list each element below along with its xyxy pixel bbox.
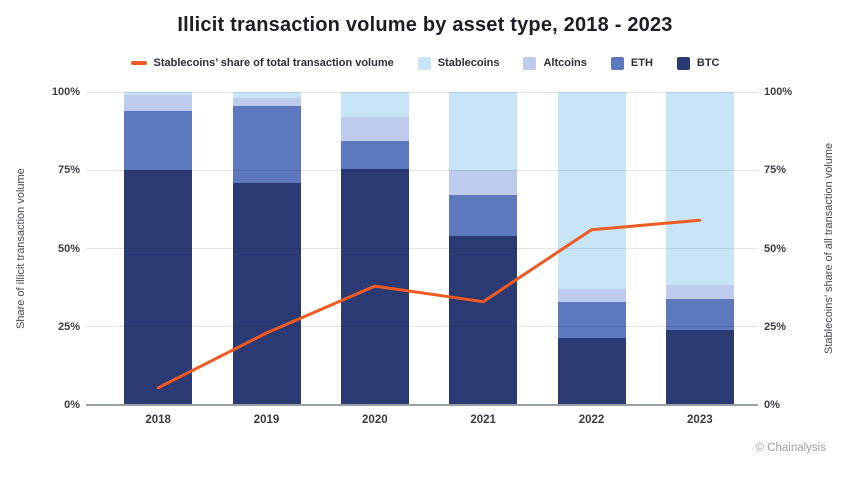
bar-segment-btc-2018	[124, 170, 193, 405]
legend-label: ETH	[630, 57, 653, 69]
y-tick-right-75%: 75%	[764, 164, 787, 177]
eth-swatch-icon	[610, 56, 624, 70]
stablecoins-swatch-icon	[417, 56, 431, 70]
copyright-credit: © Chainalysis	[755, 442, 826, 454]
x-label-2021: 2021	[470, 414, 496, 426]
x-axis-baseline	[86, 404, 758, 406]
bar-segment-eth-2018	[124, 110, 193, 171]
bar-2023	[665, 92, 734, 405]
x-label-2019: 2019	[253, 414, 280, 426]
stablecoins-share-trend-line	[156, 218, 702, 390]
bar-2021	[449, 92, 518, 405]
bar-segment-stablecoins-2021	[449, 92, 518, 171]
gridline-75%	[86, 169, 758, 171]
x-label-2023: 2023	[687, 414, 713, 426]
bar-segment-btc-2021	[449, 235, 518, 405]
x-label-2020: 2020	[362, 414, 388, 426]
chart-canvas: Share of illicit transaction volume Stab…	[0, 86, 850, 430]
bar-segment-btc-2019	[232, 182, 301, 405]
x-label-2018: 2018	[145, 414, 171, 426]
bar-segment-altcoins-2019	[232, 98, 301, 107]
bar-segment-eth-2021	[449, 195, 518, 236]
bar-segment-altcoins-2022	[557, 289, 626, 302]
bar-segment-altcoins-2020	[340, 117, 409, 141]
bar-segment-altcoins-2023	[665, 284, 734, 299]
y-tick-right-0%: 0%	[764, 399, 780, 411]
y-tick-left-75%: 75%	[57, 164, 80, 177]
bar-segment-eth-2022	[557, 301, 626, 338]
y-tick-left-100%: 100%	[51, 86, 80, 98]
y-tick-left-50%: 50%	[57, 242, 80, 255]
gridline-50%	[86, 248, 758, 249]
bar-segment-stablecoins-2018	[124, 92, 193, 96]
bar-segment-btc-2022	[557, 337, 626, 405]
legend-item-stablecoins: Stablecoins	[417, 56, 500, 70]
legend: Stablecoins’ share of total transaction …	[0, 54, 850, 72]
bar-segment-stablecoins-2022	[557, 92, 626, 290]
bar-segment-eth-2023	[665, 298, 734, 330]
gridline-100%	[86, 91, 758, 93]
legend-label: Stablecoins	[437, 57, 500, 69]
stablecoins-share-of-tot-swatch-icon	[130, 61, 147, 65]
bar-segment-eth-2020	[340, 140, 409, 169]
bar-2018	[124, 92, 193, 405]
x-label-2022: 2022	[578, 414, 605, 426]
y-tick-left-25%: 25%	[57, 320, 80, 333]
bar-segment-altcoins-2021	[449, 170, 518, 196]
legend-item-stablecoins-share-of-tot: Stablecoins’ share of total transaction …	[130, 57, 394, 69]
bar-segment-btc-2023	[665, 329, 734, 405]
y-tick-left-0%: 0%	[64, 399, 80, 411]
trend-line-svg	[156, 218, 702, 390]
altcoins-swatch-icon	[523, 56, 537, 70]
bar-segment-stablecoins-2020	[340, 92, 409, 118]
btc-swatch-icon	[676, 56, 690, 70]
legend-item-btc: BTC	[676, 56, 720, 70]
y-tick-right-25%: 25%	[764, 320, 787, 333]
y-tick-right-100%: 100%	[764, 86, 793, 98]
bar-segment-altcoins-2018	[124, 95, 193, 111]
chart-title: Illicit transaction volume by asset type…	[177, 14, 673, 36]
legend-label: Stablecoins’ share of total transaction …	[153, 57, 394, 69]
legend-item-eth: ETH	[610, 56, 653, 70]
gridline-25%	[86, 326, 758, 328]
plot-area	[104, 92, 754, 405]
y-tick-right-50%: 50%	[764, 242, 787, 255]
right-axis-title: Stablecoins’ share of all transaction vo…	[823, 142, 835, 355]
bar-segment-stablecoins-2023	[665, 92, 734, 285]
legend-label: BTC	[696, 57, 720, 69]
bar-2022	[557, 92, 626, 405]
legend-item-altcoins: Altcoins	[523, 56, 587, 70]
legend-label: Altcoins	[543, 57, 587, 69]
bar-segment-stablecoins-2019	[232, 92, 301, 99]
